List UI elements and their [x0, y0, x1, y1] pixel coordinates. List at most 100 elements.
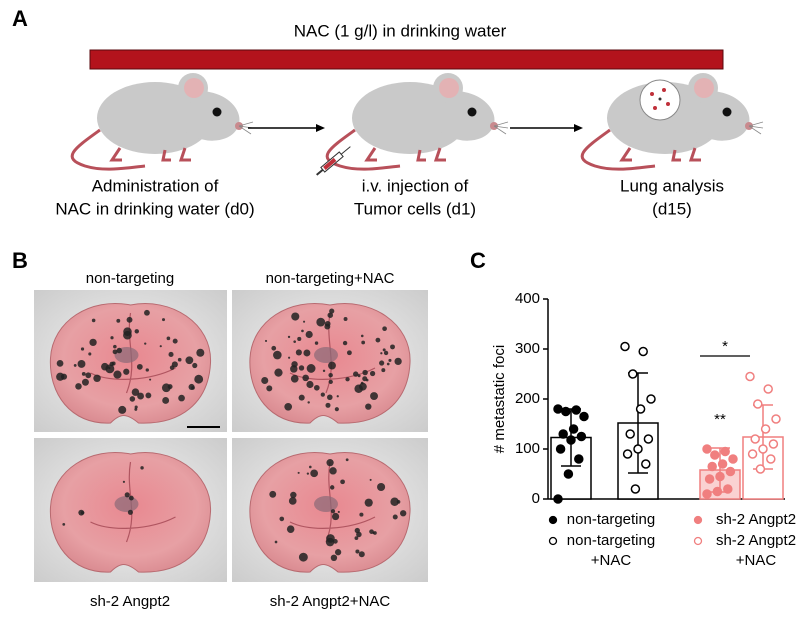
- metastasis: [372, 531, 375, 534]
- metastasis: [297, 471, 300, 474]
- image-label: sh-2 Angpt2: [90, 593, 170, 610]
- metastasis: [124, 492, 130, 498]
- image-label: non-targeting: [86, 270, 174, 287]
- metastasis: [295, 349, 302, 356]
- legend-marker: [548, 515, 558, 525]
- metastasis: [162, 397, 170, 404]
- data-point: [758, 444, 768, 454]
- syringe: [316, 146, 351, 176]
- metastasis: [73, 364, 77, 367]
- metastasis: [360, 334, 364, 338]
- panel-label: C: [470, 248, 486, 273]
- data-point: [766, 454, 776, 464]
- metastasis: [322, 369, 326, 373]
- data-point: [710, 450, 720, 460]
- panel-label: B: [12, 248, 28, 273]
- metastasis: [301, 329, 304, 333]
- metastasis: [306, 380, 314, 389]
- metastasis: [386, 362, 390, 366]
- metastasis: [81, 371, 86, 376]
- data-point: [620, 341, 630, 352]
- legend-label: non-targeting +NAC: [566, 532, 656, 569]
- metastasis: [377, 482, 386, 492]
- metastasis: [290, 365, 298, 373]
- trachea: [314, 347, 338, 363]
- metastasis: [85, 372, 92, 379]
- metastasis: [328, 372, 333, 378]
- data-point: [568, 424, 579, 434]
- metastasis: [298, 394, 305, 401]
- metastasis: [334, 407, 339, 412]
- metastasis: [118, 405, 127, 414]
- metastasis: [266, 385, 273, 392]
- metastasis: [168, 351, 174, 357]
- banner: NAC (1 g/l) in drinking water: [294, 21, 507, 40]
- metastasis: [320, 392, 325, 397]
- metastasis: [134, 329, 140, 334]
- metastasis: [287, 335, 291, 339]
- metastasis: [382, 348, 386, 352]
- metastasis: [298, 552, 308, 562]
- metastasis: [354, 536, 359, 540]
- metastasis: [191, 386, 195, 390]
- metastasis: [290, 491, 297, 499]
- metastasis: [364, 498, 373, 507]
- metastasis: [357, 374, 361, 378]
- metastasis: [56, 360, 64, 367]
- y-tick-label: 400: [515, 290, 540, 307]
- data-point: [625, 429, 635, 439]
- data-point: [641, 459, 651, 469]
- metastasis: [307, 401, 310, 404]
- metastasis: [116, 318, 121, 323]
- data-point: [566, 435, 576, 445]
- metastasis: [291, 312, 300, 321]
- data-point: [750, 434, 760, 444]
- metastasis: [134, 407, 138, 411]
- metastasis: [355, 549, 360, 554]
- data-point: [563, 469, 574, 479]
- data-point: [723, 484, 733, 494]
- metastasis: [144, 309, 150, 316]
- metastasis: [329, 485, 335, 490]
- y-tick-label: 300: [515, 340, 540, 357]
- data-point: [715, 471, 725, 482]
- metastasis: [288, 497, 297, 505]
- data-point: [579, 411, 589, 422]
- metastasis: [383, 350, 389, 356]
- data-point: [638, 346, 648, 357]
- y-axis-label: # metastatic foci: [491, 345, 508, 453]
- metastasis: [365, 403, 372, 410]
- metastasis: [122, 480, 126, 483]
- data-point: [704, 474, 715, 484]
- metastasis: [359, 512, 364, 517]
- data-point: [720, 446, 730, 457]
- data-point: [561, 406, 571, 417]
- y-tick-label: 0: [532, 490, 540, 507]
- significance: *: [722, 338, 728, 355]
- metastasis: [346, 350, 352, 356]
- metastasis: [109, 361, 115, 367]
- metastasis: [394, 357, 402, 366]
- metastasis: [303, 349, 311, 357]
- metastasis: [305, 330, 313, 339]
- metastasis: [290, 374, 299, 383]
- metastasis: [128, 495, 134, 501]
- metastasis: [353, 371, 359, 377]
- data-point: [622, 449, 633, 459]
- lung-photo: [232, 438, 428, 582]
- significance: **: [714, 411, 726, 428]
- metastasis: [112, 349, 118, 355]
- metastasis: [302, 374, 309, 382]
- step-caption: i.v. injection of: [362, 176, 469, 195]
- legend-label: sh-2 Angpt2 +NAC: [715, 532, 797, 569]
- metastasis: [185, 356, 194, 365]
- metastasis: [279, 516, 285, 522]
- metastasis: [123, 368, 130, 375]
- metastasis: [171, 361, 178, 368]
- metastasis: [331, 512, 340, 521]
- metastasis: [325, 402, 331, 408]
- metastasis: [365, 378, 369, 382]
- metastasis: [361, 340, 366, 345]
